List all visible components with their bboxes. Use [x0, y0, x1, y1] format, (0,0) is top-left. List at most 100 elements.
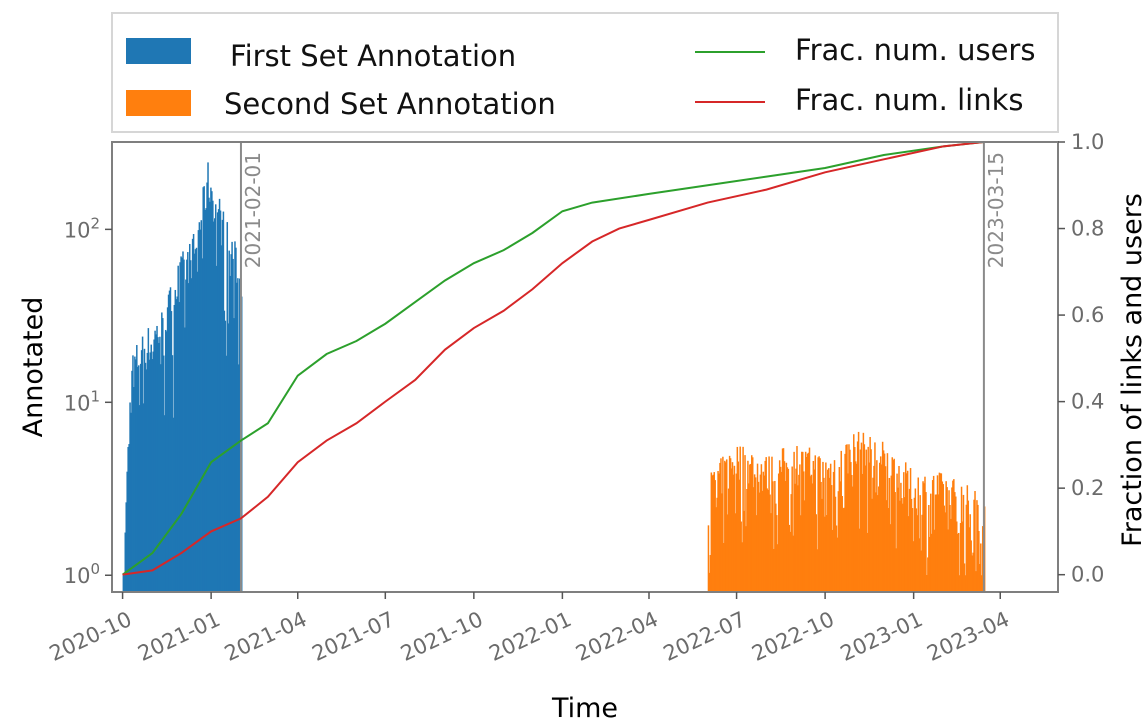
second-set-bar — [776, 515, 778, 592]
second-set-bar — [714, 480, 716, 592]
second-set-bar — [976, 500, 978, 592]
first-set-bar — [163, 415, 166, 592]
second-set-bar — [944, 512, 946, 592]
second-set-bar — [960, 486, 963, 592]
second-set-bar — [723, 542, 725, 592]
second-set-bar — [924, 476, 926, 592]
first-set-bar — [214, 204, 217, 592]
second-set-bar — [870, 449, 872, 592]
second-set-bar — [906, 470, 909, 592]
second-set-bar — [916, 515, 919, 592]
first-set-bar — [225, 355, 228, 592]
second-set-bar — [899, 500, 901, 592]
second-set-bar — [943, 505, 945, 592]
second-set-bar — [965, 504, 968, 592]
second-set-bar — [873, 465, 875, 592]
first-set-bar — [211, 191, 213, 592]
second-set-bar — [972, 552, 974, 592]
second-set-bar — [881, 441, 884, 592]
second-set-bar — [799, 464, 801, 592]
first-set-bar — [239, 278, 241, 592]
first-set-bar — [209, 201, 211, 592]
first-set-bar — [185, 279, 187, 592]
second-set-bar — [889, 524, 892, 592]
second-set-bar — [776, 544, 779, 592]
second-set-bar — [838, 467, 841, 592]
second-set-bar — [761, 490, 764, 592]
x-axis-ticks: 2020-102021-012021-042021-072021-102022-… — [46, 592, 1013, 666]
second-set-bar — [952, 480, 954, 592]
right-y-tick-label: 1.0 — [1071, 130, 1104, 154]
second-set-bar — [878, 486, 880, 592]
second-set-bar — [781, 448, 784, 592]
second-set-bar — [951, 487, 953, 592]
second-set-bar — [819, 458, 821, 592]
second-set-bar — [886, 453, 889, 592]
second-set-bar — [737, 461, 740, 592]
first-set-bar — [221, 219, 224, 593]
first-set-bar — [205, 208, 207, 592]
x-tick-label: 2022-10 — [748, 607, 838, 666]
first-set-bar — [237, 278, 239, 592]
second-set-bar — [806, 453, 809, 592]
first-set-bar — [177, 265, 179, 592]
first-set-bar — [137, 366, 139, 592]
second-set-bar — [809, 476, 812, 592]
second-set-bar — [804, 451, 807, 592]
first-set-bar — [222, 211, 225, 592]
second-set-bar — [814, 455, 817, 592]
second-set-bar — [964, 575, 967, 592]
second-set-bar — [850, 462, 852, 592]
second-set-bar — [757, 481, 760, 592]
second-set-bar — [949, 505, 951, 592]
second-set-bar — [741, 542, 743, 592]
legend-label-users: Frac. num. users — [795, 33, 1035, 67]
legend-label-links: Frac. num. links — [795, 83, 1024, 117]
first-set-bar — [143, 348, 146, 592]
first-set-bar — [140, 350, 143, 592]
second-set-bar — [969, 514, 971, 592]
first-set-bar — [144, 362, 147, 592]
second-set-bar — [947, 529, 949, 592]
second-set-bar — [754, 477, 757, 592]
first-set-bar — [176, 296, 178, 592]
first-set-bar — [178, 302, 180, 592]
first-set-bar — [138, 405, 141, 592]
second-set-bar — [811, 483, 814, 592]
second-set-bar — [854, 461, 857, 592]
second-set-bar — [802, 451, 804, 592]
second-set-bar — [742, 446, 744, 592]
second-set-bar — [874, 442, 876, 592]
first-set-bar — [204, 209, 206, 592]
left-y-tick-label: 101 — [64, 387, 100, 415]
reference-lines: 2021-02-01 2023-03-15 — [239, 142, 1008, 592]
first-set-bar — [167, 294, 170, 592]
first-set-bar — [173, 305, 176, 592]
first-set-bar — [141, 336, 144, 592]
second-set-bar — [828, 477, 831, 592]
second-set-bar — [973, 499, 975, 592]
second-set-bar — [784, 481, 787, 592]
first-set-bar — [164, 329, 167, 592]
second-set-bar — [950, 518, 952, 592]
first-set-bar — [218, 198, 221, 592]
second-set-bar — [859, 449, 862, 592]
first-set-bar — [187, 252, 189, 593]
second-set-bar — [971, 555, 973, 592]
second-set-bar — [817, 457, 819, 592]
first-set-bar — [215, 265, 218, 592]
second-set-bar — [930, 493, 932, 592]
second-set-bar — [794, 483, 796, 592]
second-set-bar — [744, 455, 746, 592]
second-set-bar — [932, 475, 935, 592]
second-set-bar — [824, 516, 826, 592]
second-set-bar — [843, 507, 845, 592]
first-set-bar — [163, 355, 165, 592]
second-set-bar — [750, 463, 752, 592]
second-set-bar — [979, 564, 981, 592]
first-set-bar — [156, 325, 158, 592]
second-set-bar — [842, 508, 844, 592]
first-set-bar — [210, 187, 212, 592]
first-set-bar — [145, 369, 148, 592]
second-set-bar — [772, 481, 774, 592]
